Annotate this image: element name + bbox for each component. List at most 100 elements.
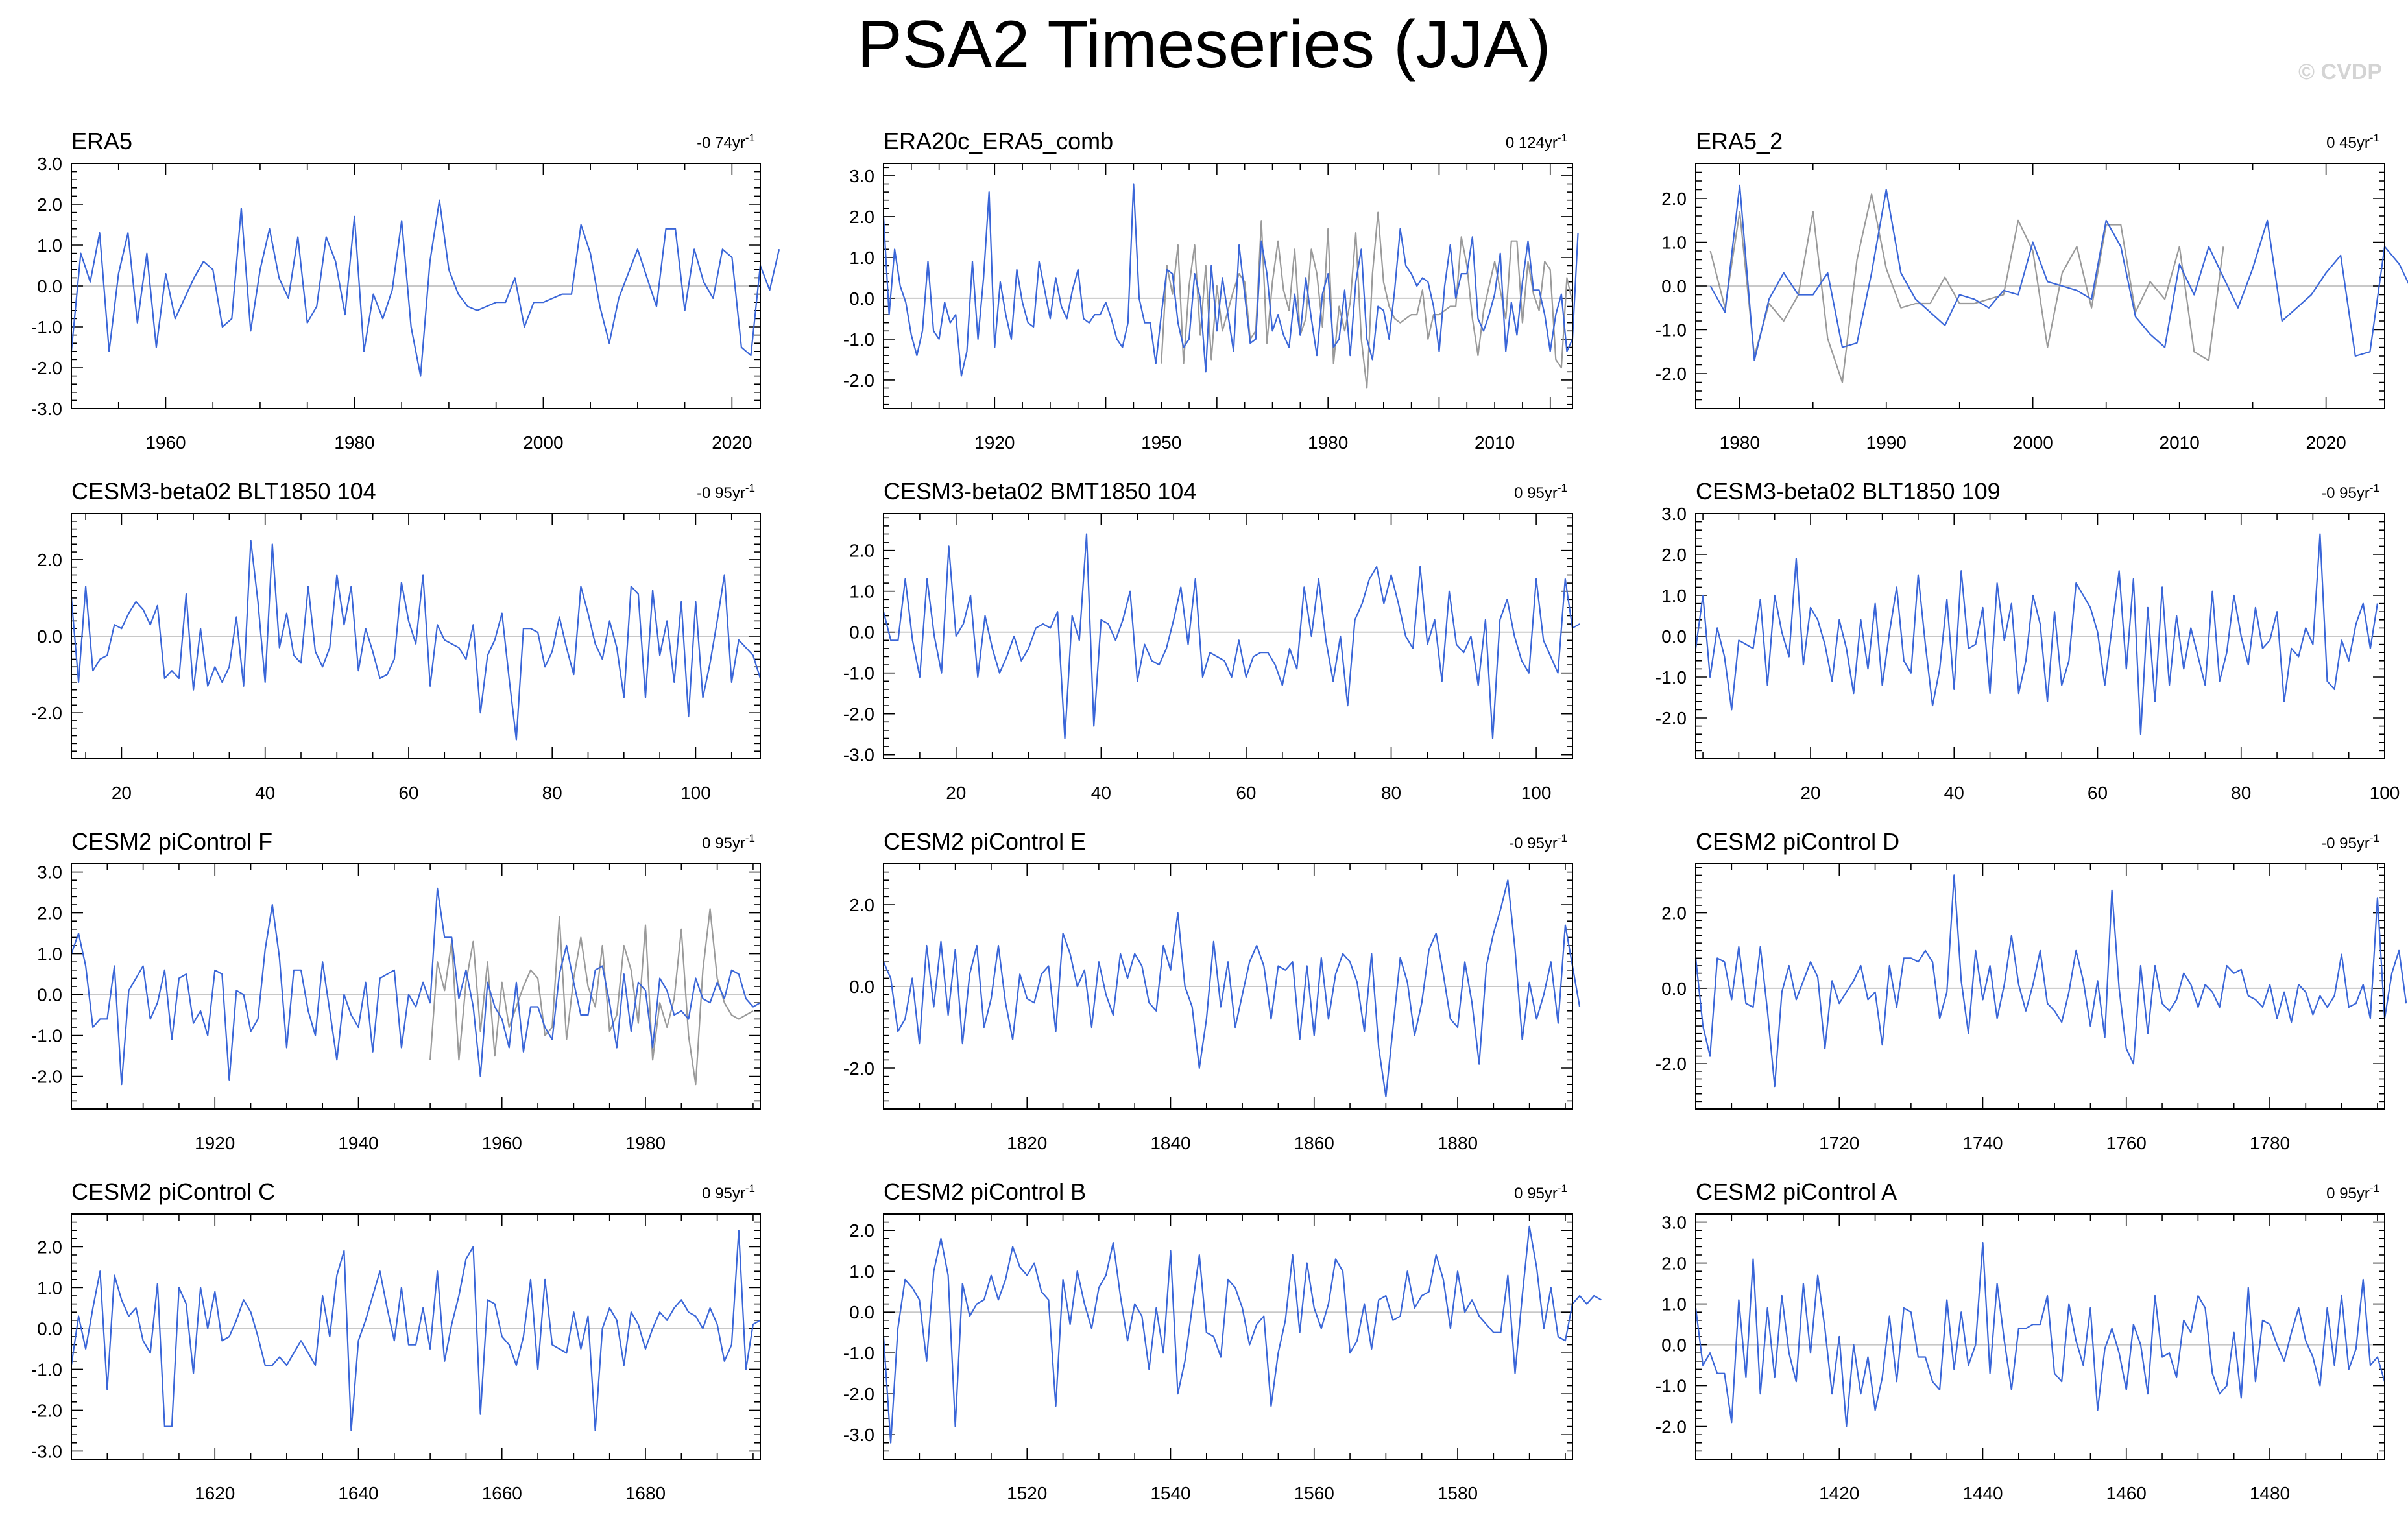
model-series-line [1694,874,2407,1088]
panel-title: CESM3-beta02 BLT1850 109 [1696,478,2001,505]
y-tick-label: 1.0 [37,235,62,256]
y-tick-label: 2.0 [849,895,874,915]
x-tick-label: 1420 [1819,1483,1859,1503]
y-tick-label: 1.0 [37,1278,62,1298]
x-tick-label: 1520 [1007,1483,1047,1503]
y-tick-label: 0.0 [37,276,62,296]
trend-label: -0 95yr-1 [1509,832,1567,852]
panel-title: CESM3-beta02 BMT1850 104 [884,478,1196,505]
panel-title: CESM2 piControl D [1696,828,1899,855]
trend-label: 0 45yr-1 [2326,132,2379,152]
panel-3: CESM3-beta02 BLT1850 104 -0 95yr-1 20 40 60 8… [31,478,762,803]
y-tick-label: 2.0 [37,195,62,215]
y-tick-label: 2.0 [1661,1254,1687,1274]
plot-frame [1695,163,2385,409]
panel-0: ERA5 -0 74yr-1 1960 1980 2000 2020 -3.0 -2.0 -1.… [31,128,780,453]
y-tick-label: 3.0 [1661,1213,1687,1233]
y-tick-label: 0.0 [37,1318,62,1339]
observed-series-line [1709,193,2224,383]
x-tick-label: 1560 [1294,1483,1334,1503]
plot-frame [883,1213,1573,1460]
x-tick-label: 1990 [1866,433,1907,453]
y-tick-label: -2.0 [31,703,62,723]
x-tick-label: 1940 [338,1133,378,1153]
y-tick-label: 1.0 [849,1261,874,1282]
panel-title: CESM2 piControl A [1696,1178,1897,1205]
panel-1: ERA20c_ERA5_comb 0 124yr-1 1920 1950 1980 201… [843,128,1579,453]
y-tick-label: 0.0 [37,626,62,647]
trend-label: -0 95yr-1 [697,482,755,502]
plot-frame [71,163,761,409]
x-tick-label: 20 [946,783,966,803]
x-tick-label: 1660 [482,1483,522,1503]
model-series-line [70,199,780,377]
x-tick-label: 1440 [1962,1483,2003,1503]
model-series-line [1709,184,2408,361]
x-tick-label: 40 [1944,783,1964,803]
x-tick-label: 1960 [145,433,186,453]
panel-title: ERA20c_ERA5_comb [884,128,1113,154]
x-tick-label: 1840 [1150,1133,1190,1153]
model-series-line [70,1230,761,1431]
panel-title: ERA5 [71,128,132,154]
panel-5: CESM3-beta02 BLT1850 109 -0 95yr-1 20 40 60 8… [1655,478,2400,803]
model-series-line [1694,533,2378,735]
panel-8: CESM2 piControl D -0 95yr-1 1720 1740 1760 17… [1655,828,2407,1153]
y-tick-label: -2.0 [31,1400,62,1420]
cvdp-watermark: © CVDP [2298,60,2382,84]
x-tick-label: 1980 [1720,433,1760,453]
plot-frame [71,863,761,1110]
panel-9: CESM2 piControl C 0 95yr-1 1620 1640 1660 168… [31,1178,761,1503]
x-tick-label: 1860 [1294,1133,1334,1153]
y-tick-label: 3.0 [849,166,874,186]
x-tick-label: 1740 [1962,1133,2003,1153]
y-tick-label: -1.0 [31,1026,62,1046]
x-tick-label: 100 [680,783,711,803]
y-tick-label: -2.0 [1655,364,1687,384]
y-tick-label: -2.0 [1655,708,1687,728]
panel-title: CESM2 piControl F [71,828,272,855]
trend-label: 0 95yr-1 [1514,482,1567,502]
y-tick-label: -3.0 [843,1425,874,1445]
y-tick-label: -2.0 [843,1384,874,1404]
trend-label: -0 95yr-1 [2321,832,2379,852]
x-tick-label: 2000 [523,433,563,453]
y-tick-label: 3.0 [37,154,62,174]
y-tick-label: -1.0 [843,1343,874,1363]
x-tick-label: 1960 [482,1133,522,1153]
y-tick-label: 2.0 [1661,903,1687,924]
trend-label: -0 95yr-1 [2321,482,2379,502]
x-tick-label: 60 [1236,783,1256,803]
x-tick-label: 40 [1091,783,1111,803]
figure-title: PSA2 Timeseries (JJA) [857,7,1551,82]
x-tick-label: 80 [2231,783,2251,803]
plot-frame [71,513,761,759]
y-tick-label: 1.0 [1661,233,1687,253]
x-tick-label: 100 [2370,783,2400,803]
panel-2: ERA5_2 0 45yr-1 1980 1990 2000 2010 2020 -2.0 -1… [1655,128,2408,453]
x-tick-label: 1980 [625,1133,666,1153]
trend-label: 0 95yr-1 [2326,1182,2379,1202]
x-tick-label: 1720 [1819,1133,1859,1153]
x-tick-label: 1980 [334,433,374,453]
x-tick-label: 1580 [1438,1483,1478,1503]
panel-title: CESM2 piControl C [71,1178,275,1205]
plot-frame [71,1213,761,1460]
plot-frame [1695,513,2385,759]
y-tick-label: 0.0 [849,1302,874,1322]
x-tick-label: 1460 [2106,1483,2147,1503]
x-tick-label: 60 [398,783,418,803]
y-tick-label: -2.0 [31,358,62,378]
y-tick-label: 0.0 [1661,1335,1687,1355]
y-tick-label: 1.0 [849,582,874,602]
x-tick-label: 80 [1381,783,1401,803]
x-tick-label: 1480 [2250,1483,2290,1503]
x-tick-label: 2000 [2013,433,2053,453]
y-tick-label: -2.0 [1655,1054,1687,1074]
y-tick-label: 2.0 [37,903,62,924]
plot-frame [1695,863,2385,1110]
y-tick-label: 0.0 [849,977,874,997]
panel-10: CESM2 piControl B 0 95yr-1 1520 1540 1560 158… [843,1178,1602,1503]
y-tick-label: 2.0 [849,207,874,227]
